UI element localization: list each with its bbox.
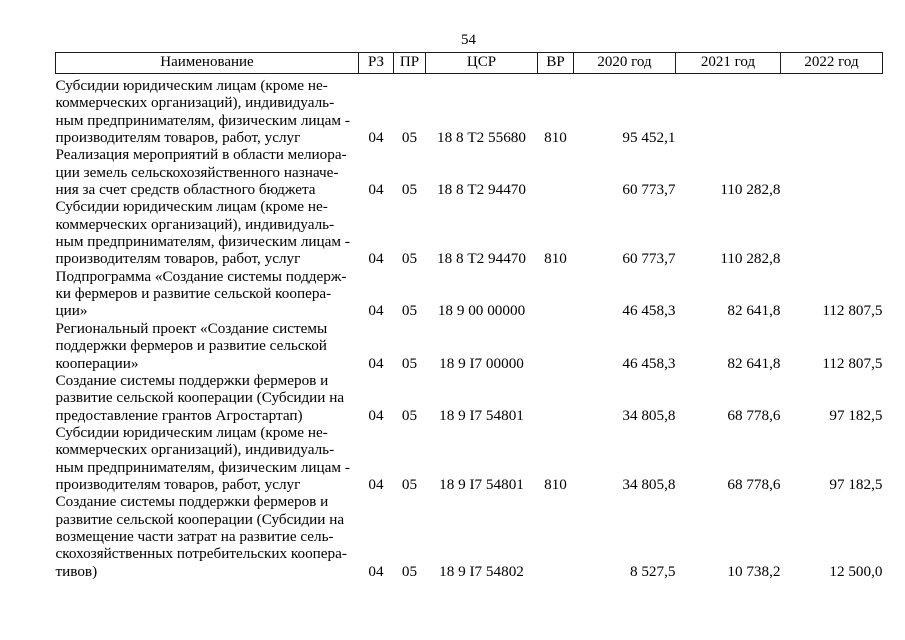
cell-csr: 18 9 I7 54801 [439,406,524,424]
cell-vr: 810 [544,129,567,147]
cell-name: Субсидии юридическим лицам (кроме не- ко… [55,77,350,147]
cell-2020: 34 805,8 [622,475,676,493]
cell-2020: 46 458,3 [622,354,676,372]
cell-2022 [781,146,883,198]
column-header-2020: 2020 год [573,52,676,74]
cell-csr: 18 9 I7 54802 [439,562,524,580]
cell-2021: 68 778,6 [727,406,781,424]
cell-vr: 810 [544,475,567,493]
column-header-vr: ВР [537,52,574,74]
cell-2020: 60 773,7 [622,250,676,268]
table-row: Субсидии юридическим лицам (кроме не- ко… [56,74,883,147]
cell-rz: 04 [368,181,384,199]
budget-table: Наименование РЗ ПР ЦСР ВР 2020 год 2021 … [55,52,883,580]
column-header-pr: ПР [393,52,426,74]
column-header-2022: 2022 год [780,52,883,74]
cell-name: Реализация мероприятий в области мелиора… [55,146,347,199]
cell-pr: 05 [401,562,418,580]
cell-2021: 82 641,8 [727,354,781,372]
cell-2020: 46 458,3 [622,302,676,320]
cell-2021: 82 641,8 [727,302,781,320]
cell-vr: 810 [544,250,567,268]
cell-pr: 05 [401,475,418,493]
cell-name: Субсидии юридическим лицам (кроме не- ко… [55,423,350,493]
cell-csr: 18 8 Т2 94470 [436,181,526,199]
cell-rz: 04 [368,406,384,424]
cell-2021: 68 778,6 [727,475,781,493]
cell-csr: 18 9 00 00000 [437,302,526,320]
cell-name: Создание системы поддержки фермеров и ра… [55,371,345,424]
table-row: Создание системы поддержки фермеров и ра… [56,493,883,580]
cell-2022: 97 182,5 [829,475,883,493]
table-header-row: Наименование РЗ ПР ЦСР ВР 2020 год 2021 … [55,52,883,74]
cell-name: Подпрограмма «Создание системы поддерж- … [55,267,347,320]
cell-2022: 12 500,0 [829,562,883,580]
table-header: Наименование РЗ ПР ЦСР ВР 2020 год 2021 … [55,52,883,74]
cell-vr [538,372,574,424]
cell-pr: 05 [401,181,418,199]
cell-pr: 05 [401,354,418,372]
cell-2021 [676,74,781,147]
cell-rz: 04 [368,354,384,372]
cell-pr: 05 [401,302,418,320]
cell-2022: 112 807,5 [822,354,883,372]
table-row: Субсидии юридическим лицам (кроме не- ко… [56,198,883,267]
column-header-csr: ЦСР [425,52,538,74]
cell-rz: 04 [368,475,384,493]
cell-2020: 95 452,1 [622,129,676,147]
cell-pr: 05 [401,250,418,268]
cell-2022: 97 182,5 [829,406,883,424]
cell-2020: 60 773,7 [622,181,676,199]
column-header-name: Наименование [55,52,359,74]
cell-rz: 04 [368,250,384,268]
cell-vr [538,493,574,580]
cell-name: Создание системы поддержки фермеров и ра… [55,493,347,580]
column-header-rz: РЗ [358,52,394,74]
cell-2022 [781,198,883,267]
cell-2020: 34 805,8 [622,406,676,424]
cell-2022: 112 807,5 [822,302,883,320]
cell-rz: 04 [368,302,384,320]
cell-vr [538,268,574,320]
cell-vr [538,320,574,372]
page-number: 54 [461,32,476,48]
cell-pr: 05 [401,406,418,424]
cell-pr: 05 [401,129,418,147]
cell-2022 [781,74,883,147]
cell-vr [538,146,574,198]
table-row: Субсидии юридическим лицам (кроме не- ко… [56,424,883,493]
cell-csr: 18 8 Т2 94470 [436,250,526,268]
table-row: Подпрограмма «Создание системы поддерж- … [56,268,883,320]
cell-2020: 8 527,5 [629,562,676,580]
cell-name: Субсидии юридическим лицам (кроме не- ко… [55,198,350,268]
table-body: Субсидии юридическим лицам (кроме не- ко… [56,74,883,580]
cell-2021: 110 282,8 [720,250,781,268]
table-row: Создание системы поддержки фермеров и ра… [56,372,883,424]
cell-2021: 110 282,8 [720,181,781,199]
table-row: Региональный проект «Создание системы по… [56,320,883,372]
cell-rz: 04 [368,562,384,580]
cell-rz: 04 [368,129,384,147]
cell-csr: 18 9 I7 00000 [439,354,524,372]
cell-name: Региональный проект «Создание системы по… [55,319,328,372]
cell-csr: 18 8 Т2 55680 [436,129,526,147]
table-row: Реализация мероприятий в области мелиора… [56,146,883,198]
cell-2021: 10 738,2 [727,562,781,580]
cell-csr: 18 9 I7 54801 [439,475,524,493]
column-header-2021: 2021 год [675,52,781,74]
